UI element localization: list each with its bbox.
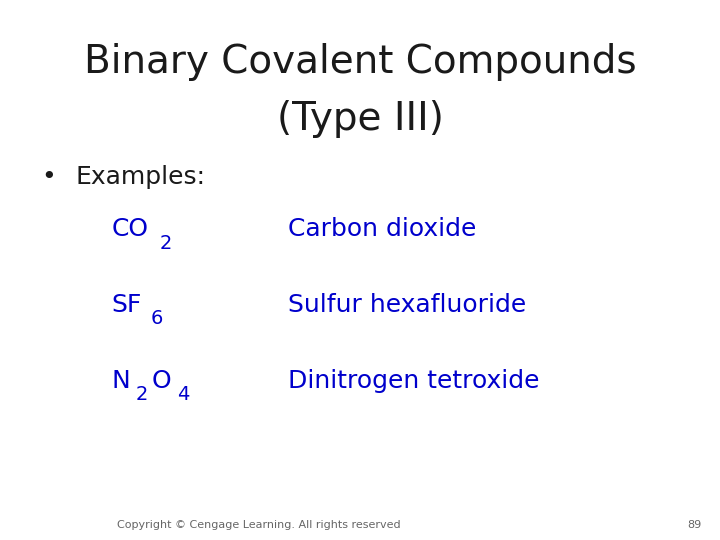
- Text: O: O: [152, 369, 171, 393]
- Text: Dinitrogen tetroxide: Dinitrogen tetroxide: [288, 369, 539, 393]
- Text: Carbon dioxide: Carbon dioxide: [288, 218, 477, 241]
- Text: N: N: [112, 369, 130, 393]
- Text: Sulfur hexafluoride: Sulfur hexafluoride: [288, 293, 526, 317]
- Text: 6: 6: [150, 309, 163, 328]
- Text: 4: 4: [177, 384, 189, 404]
- Text: Copyright © Cengage Learning. All rights reserved: Copyright © Cengage Learning. All rights…: [117, 520, 401, 530]
- Text: 2: 2: [136, 384, 148, 404]
- Text: SF: SF: [112, 293, 142, 317]
- Text: (Type III): (Type III): [276, 100, 444, 138]
- Text: •: •: [42, 165, 56, 189]
- Text: CO: CO: [112, 218, 148, 241]
- Text: Binary Covalent Compounds: Binary Covalent Compounds: [84, 43, 636, 81]
- Text: Examples:: Examples:: [76, 165, 206, 189]
- Text: 89: 89: [688, 520, 702, 530]
- Text: 2: 2: [159, 233, 171, 253]
